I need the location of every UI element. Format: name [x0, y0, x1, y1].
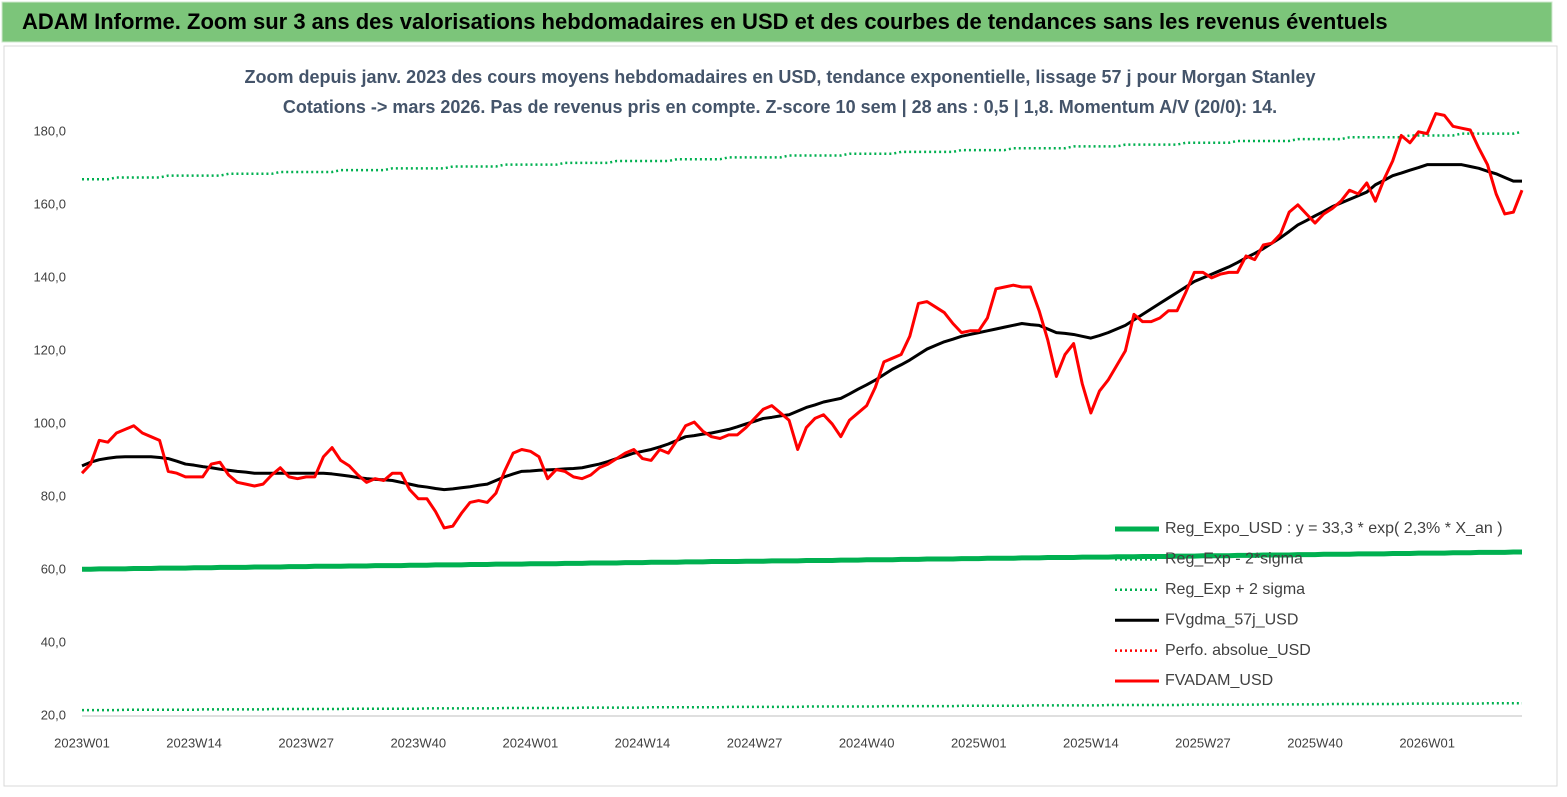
chart-title: Zoom depuis janv. 2023 des cours moyens … [245, 67, 1316, 87]
y-tick-label: 60,0 [41, 561, 66, 576]
y-tick-label: 20,0 [41, 707, 66, 722]
x-tick-label: 2025W01 [951, 735, 1007, 750]
y-tick-label: 100,0 [33, 415, 66, 430]
y-tick-label: 80,0 [41, 488, 66, 503]
x-tick-label: 2023W14 [166, 735, 222, 750]
y-tick-label: 120,0 [33, 342, 66, 357]
series-line [80, 112, 1524, 530]
x-tick-label: 2024W14 [615, 735, 671, 750]
x-tick-label: 2023W40 [390, 735, 446, 750]
banner-title: ADAM Informe. Zoom sur 3 ans des valoris… [22, 9, 1388, 34]
series-line [82, 549, 1522, 572]
x-tick-label: 2024W40 [839, 735, 895, 750]
legend-label: Reg_Exp + 2 sigma [1165, 581, 1305, 598]
y-tick-label: 140,0 [33, 269, 66, 284]
y-tick-label: 160,0 [33, 196, 66, 211]
x-tick-label: 2025W14 [1063, 735, 1119, 750]
legend-label: Perfo. absolue_USD [1165, 642, 1311, 659]
x-tick-label: 2026W01 [1399, 735, 1455, 750]
banner [1, 1, 1553, 43]
x-tick-label: 2025W27 [1175, 735, 1231, 750]
series-line [82, 701, 1522, 712]
x-tick-label: 2025W40 [1287, 735, 1343, 750]
legend-label: Reg_Exp - 2*sigma [1165, 551, 1303, 568]
series-line [81, 163, 1522, 492]
x-tick-label: 2024W01 [503, 735, 559, 750]
legend-label: FVgdma_57j_USD [1165, 611, 1298, 628]
chart-subtitle: Cotations -> mars 2026. Pas de revenus p… [283, 97, 1277, 117]
legend-label: Reg_Expo_USD : y = 33,3 * exp( 2,3% * X_… [1165, 520, 1503, 537]
chart-frame [3, 45, 1558, 787]
legend-label: FVADAM_USD [1165, 672, 1273, 689]
y-tick-label: 40,0 [41, 634, 66, 649]
series-line [82, 130, 1523, 181]
y-tick-label: 180,0 [33, 123, 66, 138]
x-tick-label: 2024W27 [727, 735, 783, 750]
x-tick-label: 2023W01 [54, 735, 110, 750]
x-tick-label: 2023W27 [278, 735, 334, 750]
